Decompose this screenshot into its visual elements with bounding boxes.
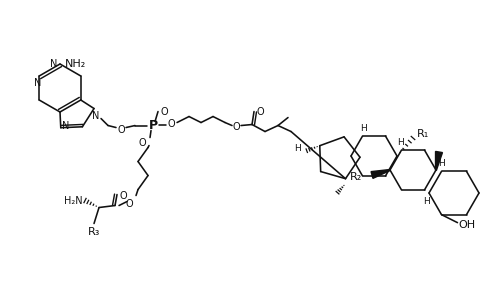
Text: H: H — [397, 138, 404, 146]
Text: R₂: R₂ — [350, 172, 362, 182]
Text: N: N — [62, 121, 70, 131]
Text: O: O — [256, 107, 264, 117]
Text: N: N — [50, 59, 58, 69]
Text: NH₂: NH₂ — [65, 59, 86, 69]
Text: H₂N: H₂N — [64, 195, 82, 205]
Text: O: O — [167, 119, 175, 129]
Polygon shape — [436, 151, 442, 170]
Text: OH: OH — [458, 220, 475, 230]
Text: R₁: R₁ — [417, 129, 429, 139]
Text: O: O — [138, 137, 146, 147]
Text: O: O — [119, 190, 127, 200]
Text: H: H — [360, 124, 367, 132]
Text: H: H — [294, 144, 301, 153]
Text: O: O — [232, 122, 240, 132]
Text: O: O — [117, 125, 125, 134]
Text: H: H — [438, 159, 445, 168]
Text: H: H — [422, 197, 430, 207]
Text: P: P — [148, 119, 158, 132]
Text: N: N — [34, 78, 41, 88]
Text: O: O — [160, 107, 168, 117]
Text: O: O — [125, 199, 133, 209]
Text: R₃: R₃ — [88, 226, 100, 236]
Text: N: N — [92, 110, 100, 120]
Polygon shape — [371, 170, 390, 178]
